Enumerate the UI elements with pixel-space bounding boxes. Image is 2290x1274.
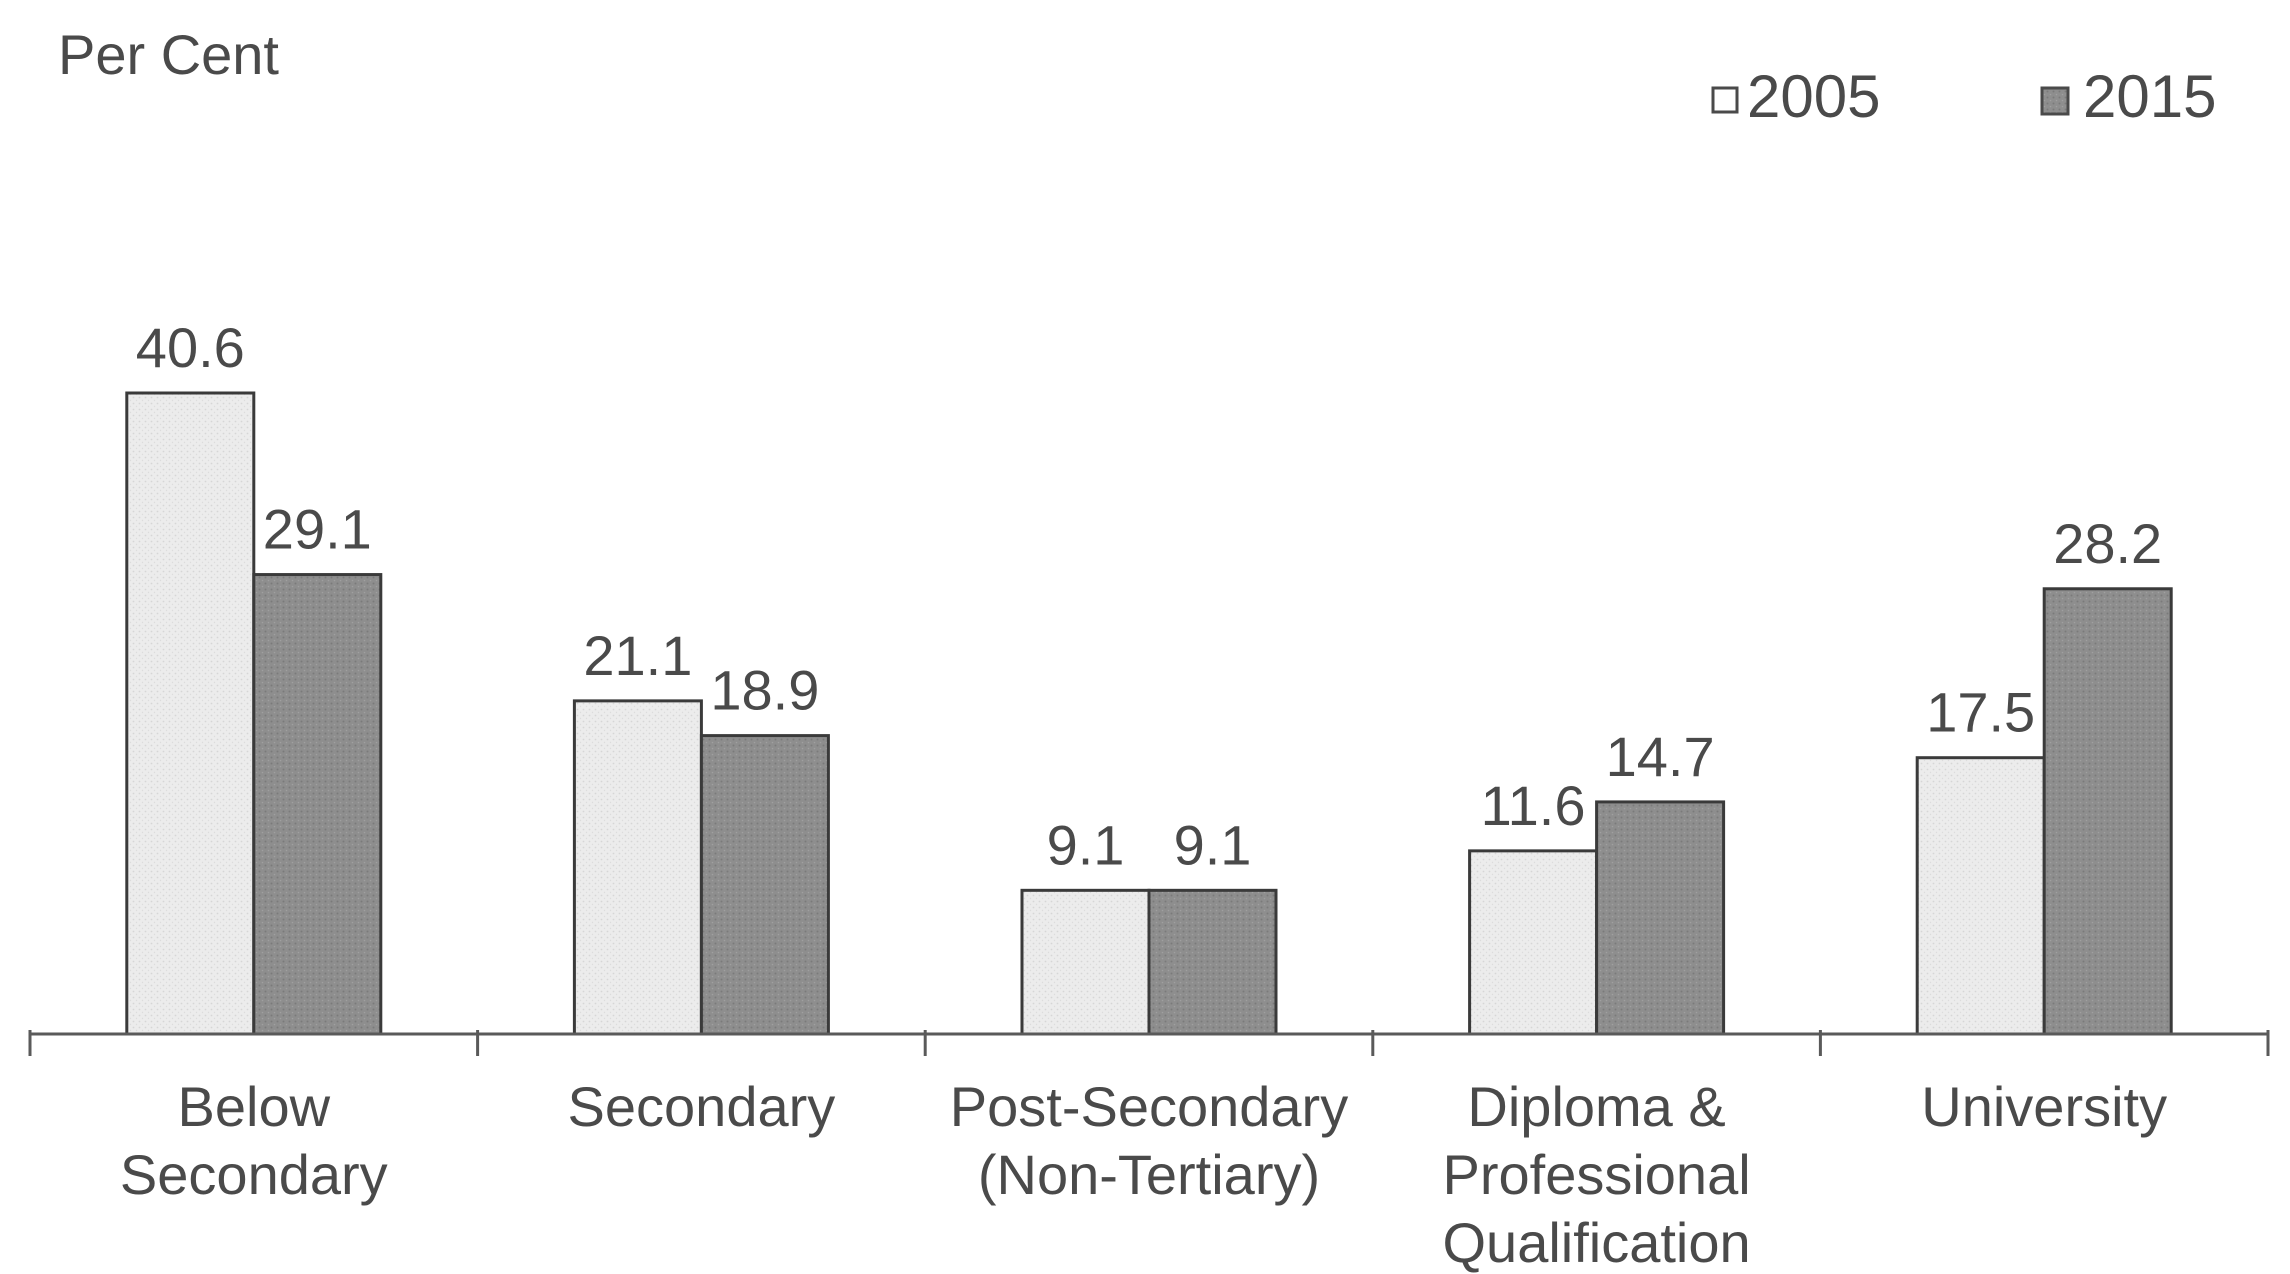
legend-label-2015: 2015 [2083, 63, 2216, 130]
legend-label-2005: 2005 [1747, 63, 1880, 130]
y-axis-label: Per Cent [58, 23, 279, 86]
category-label-4-line-0: University [1921, 1075, 2167, 1138]
value-label-2005-4: 17.5 [1926, 681, 2035, 744]
bar-2015-2 [1147, 888, 1278, 1036]
bar-2015-0 [252, 573, 383, 1036]
x-axis-ticks [28, 1030, 2270, 1056]
category-label-3-line-2: Qualification [1443, 1211, 1751, 1274]
bar-2005-2 [1020, 888, 1151, 1036]
value-label-2015-0: 29.1 [263, 498, 372, 561]
value-label-2005-0: 40.6 [136, 316, 245, 379]
value-label-2015-4: 28.2 [2053, 512, 2162, 575]
bar-2005-0 [125, 391, 256, 1036]
bar-2015-4 [2042, 587, 2173, 1036]
legend: 2005 2015 [1711, 63, 2216, 130]
value-label-2005-1: 21.1 [583, 624, 692, 687]
category-label-2-line-0: Post-Secondary [950, 1075, 1348, 1138]
category-label-2-line-1: (Non-Tertiary) [978, 1143, 1320, 1206]
bar-2015-3 [1595, 800, 1726, 1036]
bar-2015-1 [699, 734, 830, 1036]
value-label-2005-3: 11.6 [1481, 774, 1586, 837]
bar-2005-1 [572, 699, 703, 1036]
bars [125, 391, 2173, 1036]
value-labels: 40.6 29.1 21.1 18.9 9.1 9.1 11.6 14.7 17.5 28.2 [136, 316, 2162, 876]
category-label-0-line-0: Below [178, 1075, 331, 1138]
category-label-0-line-1: Secondary [120, 1143, 388, 1206]
legend-swatch-2005 [1711, 86, 1739, 114]
legend-swatch-2015 [2040, 86, 2070, 116]
bar-2005-3 [1468, 849, 1599, 1036]
category-label-3-line-1: Professional [1443, 1143, 1751, 1206]
value-label-2005-2: 9.1 [1047, 813, 1125, 876]
x-axis [28, 1030, 2270, 1056]
value-label-2015-2: 9.1 [1174, 813, 1252, 876]
value-label-2015-1: 18.9 [710, 659, 819, 722]
bar-2005-4 [1915, 756, 2046, 1036]
category-label-1-line-0: Secondary [568, 1075, 836, 1138]
value-label-2015-3: 14.7 [1606, 725, 1715, 788]
category-label-3-line-0: Diploma & [1467, 1075, 1725, 1138]
